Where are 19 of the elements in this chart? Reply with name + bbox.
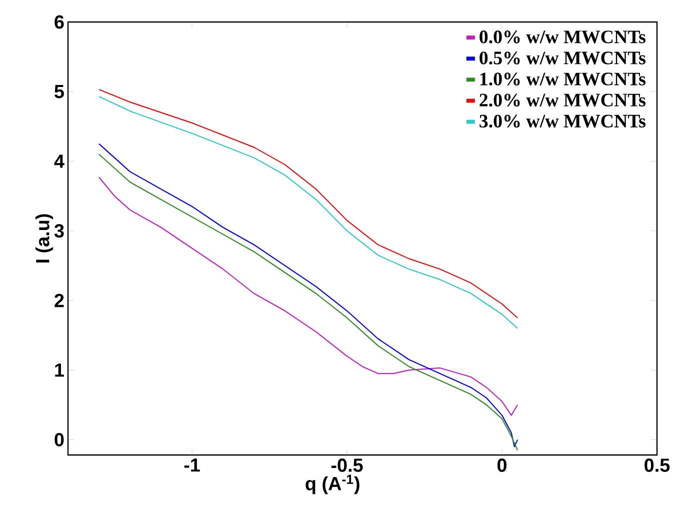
- legend-label: 1.0% w/w MWCNTs: [480, 72, 646, 86]
- line-series: [98, 176, 518, 416]
- legend-label: 3.0% w/w MWCNTs: [480, 114, 646, 128]
- y-tick-label: 2: [54, 294, 64, 308]
- x-axis-title: q (A$^{-1}$): [306, 474, 360, 494]
- y-tick-label: 6: [54, 15, 64, 29]
- x-tick-label: 0.5: [644, 458, 670, 472]
- x-tick-label: -0.5: [331, 458, 363, 472]
- legend-label: 0.0% w/w MWCNTs: [480, 30, 646, 44]
- y-tick-label: 4: [54, 154, 64, 168]
- y-tick-label: 3: [54, 224, 64, 238]
- y-axis-title: I (a.u): [35, 214, 54, 262]
- y-tick-label: 0: [54, 432, 64, 446]
- legend-label: 2.0% w/w MWCNTs: [480, 94, 646, 107]
- x-tick-label: 0: [497, 458, 506, 472]
- legend-label: 0.5% w/w MWCNTs: [480, 52, 646, 64]
- y-tick-label: 5: [54, 85, 64, 98]
- y-tick-label: 1: [55, 364, 64, 377]
- x-tick-label: -1: [184, 458, 200, 472]
